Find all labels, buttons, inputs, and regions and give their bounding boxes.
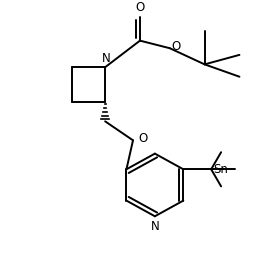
Text: O: O [138,132,147,145]
Text: N: N [151,220,159,233]
Text: Sn: Sn [213,163,228,176]
Text: O: O [135,1,145,14]
Text: N: N [102,52,110,65]
Text: O: O [172,40,181,53]
